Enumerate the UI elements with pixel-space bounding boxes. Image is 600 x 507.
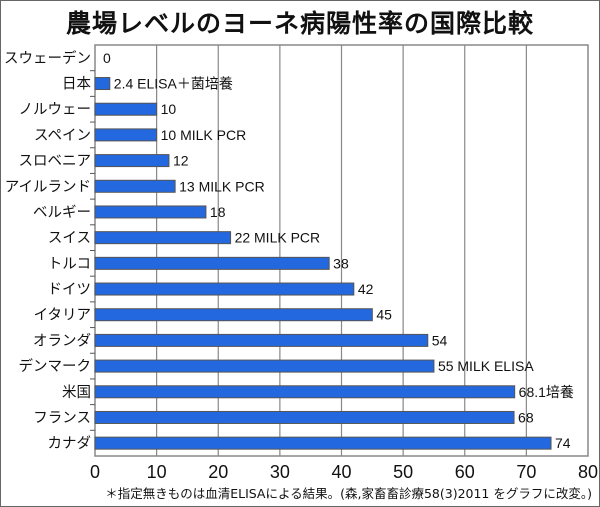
data-label: 42: [358, 281, 374, 297]
category-label: スイス: [48, 231, 91, 247]
x-tick-label: 30: [270, 462, 290, 482]
bar: [94, 154, 170, 168]
data-label: 54: [432, 332, 448, 348]
x-tick-label: 20: [208, 462, 228, 482]
data-label: 45: [376, 307, 392, 323]
data-label: 38: [333, 255, 349, 271]
category-label: デンマーク: [19, 357, 92, 375]
data-label: 10: [161, 101, 177, 117]
bar: [94, 333, 429, 347]
bar: [94, 308, 373, 322]
data-label: 2.4 ELISA＋菌培養: [114, 76, 233, 92]
data-label: 12: [173, 153, 189, 169]
bar: [94, 77, 111, 91]
bar: [94, 231, 232, 245]
data-label: 0: [103, 50, 111, 66]
category-label: ベルギー: [33, 204, 91, 221]
x-tick-label: 40: [331, 462, 351, 482]
footnote: ＊指定無きものは血清ELISAによる結果。(森,家畜畜診療58(3)2011 を…: [105, 486, 592, 501]
category-label: ノルウェー: [19, 101, 92, 118]
bar: [94, 359, 435, 373]
data-label: 68.1培養: [519, 384, 574, 400]
category-label: ドイツ: [48, 282, 92, 298]
bar: [94, 128, 158, 142]
category-label: トルコ: [48, 256, 91, 272]
bar: [94, 385, 516, 399]
x-tick-label: 0: [90, 462, 100, 482]
data-label: 13 MILK PCR: [179, 178, 265, 194]
x-tick-label: 70: [516, 462, 536, 482]
bar: [94, 256, 330, 270]
data-label: 18: [210, 204, 226, 220]
category-label: カナダ: [48, 435, 92, 452]
bar: [94, 205, 207, 219]
bar: [94, 102, 158, 116]
data-label: 22 MILK PCR: [235, 230, 321, 246]
category-label: イタリア: [34, 307, 91, 324]
category-label: スウェーデン: [4, 49, 91, 67]
category-label: スペイン: [34, 128, 91, 144]
bar: [94, 282, 355, 296]
bar: [94, 436, 552, 450]
category-label: アイルランド: [5, 179, 91, 195]
data-label: 68: [518, 409, 534, 425]
category-label: 米国: [62, 384, 91, 401]
data-label: 10 MILK PCR: [161, 127, 247, 143]
category-label: フランス: [33, 410, 91, 426]
category-label: スロベニア: [19, 154, 92, 170]
bar: [94, 410, 515, 424]
x-tick-label: 60: [455, 462, 475, 482]
x-tick-label: 50: [393, 462, 413, 482]
category-label: オランダ: [33, 332, 91, 349]
x-tick-label: 80: [578, 462, 598, 482]
category-label: 日本: [62, 76, 91, 93]
data-label: 74: [555, 435, 571, 451]
chart-title: 農場レベルのヨーネ病陽性率の国際比較: [65, 9, 534, 38]
data-label: 55 MILK ELISA: [438, 358, 534, 374]
bar: [94, 179, 176, 193]
x-tick-label: 10: [147, 462, 167, 482]
